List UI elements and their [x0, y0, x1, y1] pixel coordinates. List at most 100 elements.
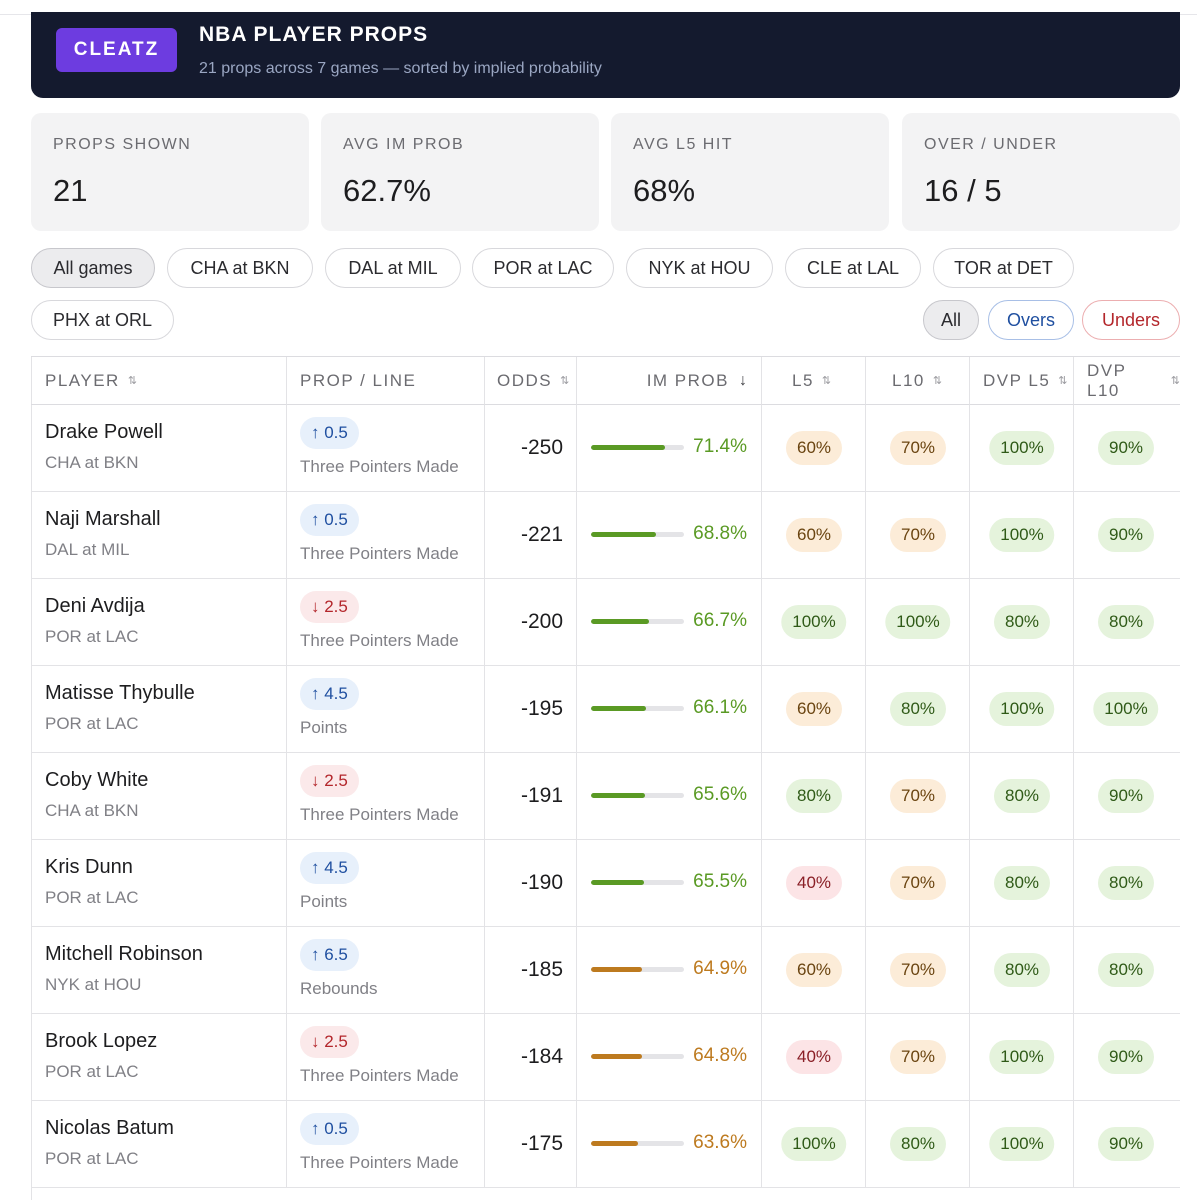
prob-bar-track — [591, 1141, 684, 1146]
l10-hit-badge: 70% — [889, 518, 947, 552]
dvp-l10-cell: 90% — [1074, 1014, 1180, 1101]
sort-icon: ⇅ — [1058, 375, 1068, 387]
stat-value: 68% — [633, 173, 696, 208]
column-header-odds[interactable]: ODDS ⇅ — [485, 357, 577, 405]
column-header-prop-line[interactable]: PROP / LINE — [287, 357, 485, 405]
odds-value: -221 — [520, 523, 563, 546]
sort-icon: ⇅ — [821, 375, 832, 387]
sort-icon: ⇅ — [560, 375, 570, 387]
table-row[interactable]: Matisse Thybulle POR at LAC ↑ 4.5 Points… — [31, 666, 1180, 753]
player-cell: Brook Lopez POR at LAC — [31, 1014, 287, 1101]
player-name[interactable]: Naji Marshall — [45, 508, 161, 530]
prop-cell: ↑ 0.5 Three Pointers Made — [287, 405, 485, 492]
table-row[interactable]: Nicolas Batum POR at LAC ↑ 0.5 Three Poi… — [31, 1101, 1180, 1188]
column-header-dvp-l5[interactable]: DVP L5 ⇅ — [970, 357, 1074, 405]
page-subtitle: 21 props across 7 games — sorted by impl… — [199, 60, 602, 77]
odds-cell: -175 — [485, 1101, 577, 1188]
direction-filter-unders[interactable]: Unders — [1082, 300, 1180, 340]
column-header-player[interactable]: PLAYER ⇅ — [31, 357, 287, 405]
filter-cle-at-lal[interactable]: CLE at LAL — [785, 248, 921, 288]
prob-value: 65.6% — [693, 784, 747, 805]
dvp-l10-cell: 90% — [1074, 405, 1180, 492]
player-cell: Coby White CHA at BKN — [31, 753, 287, 840]
player-name[interactable]: Kris Dunn — [45, 856, 133, 878]
dvp-l10-hit-badge: 100% — [1093, 692, 1159, 726]
prop-type: Three Pointers Made — [300, 1066, 459, 1085]
prob-bar-track — [591, 706, 684, 711]
filter-por-at-lac[interactable]: POR at LAC — [472, 248, 614, 288]
dvp-l5-cell: 100% — [970, 405, 1074, 492]
header-label: PLAYER — [45, 370, 120, 390]
line-badge: ↑ 0.5 — [300, 504, 359, 536]
filter-phx-at-orl[interactable]: PHX at ORL — [31, 300, 174, 340]
brand-logo-button[interactable]: CLEATZ — [56, 28, 177, 72]
table-row[interactable]: Kris Dunn POR at LAC ↑ 4.5 Points -190 6… — [31, 840, 1180, 927]
odds-cell: -185 — [485, 927, 577, 1014]
prop-cell: ↑ 4.5 Points — [287, 840, 485, 927]
table-row[interactable]: Naji Marshall DAL at MIL ↑ 0.5 Three Poi… — [31, 492, 1180, 579]
filter-all-games[interactable]: All games — [31, 248, 155, 288]
column-header-l5[interactable]: L5 ⇅ — [762, 357, 866, 405]
odds-cell: -191 — [485, 753, 577, 840]
l5-cell: 60% — [762, 492, 866, 579]
l10-hit-badge: 70% — [889, 779, 947, 813]
dvp-l10-hit-badge: 90% — [1097, 1040, 1155, 1074]
dvp-l5-hit-badge: 100% — [989, 1040, 1055, 1074]
stat-card-avg-l5-hit: AVG L5 HIT 68% — [611, 113, 889, 231]
im-prob-cell: 71.4% — [577, 405, 762, 492]
l10-cell: 70% — [866, 492, 970, 579]
prob-bar-fill — [591, 445, 665, 450]
prob-bar-track — [591, 967, 684, 972]
column-header-l10[interactable]: L10 ⇅ — [866, 357, 970, 405]
dvp-l5-cell: 100% — [970, 492, 1074, 579]
l5-hit-badge: 80% — [785, 779, 843, 813]
player-name[interactable]: Matisse Thybulle — [45, 682, 195, 704]
player-name[interactable]: Coby White — [45, 769, 149, 791]
dvp-l5-cell: 100% — [970, 1014, 1074, 1101]
line-badge: ↑ 0.5 — [300, 417, 359, 449]
prob-value: 66.7% — [693, 610, 747, 631]
im-prob-cell: 68.8% — [577, 492, 762, 579]
direction-filter-overs[interactable]: Overs — [988, 300, 1074, 340]
direction-filter-all[interactable]: All — [923, 300, 979, 340]
odds-value: -195 — [520, 697, 563, 720]
dvp-l10-cell: 90% — [1074, 492, 1180, 579]
prob-bar-fill — [591, 1054, 642, 1059]
dvp-l10-hit-badge: 80% — [1097, 866, 1155, 900]
odds-value: -250 — [520, 436, 563, 459]
filter-tor-at-det[interactable]: TOR at DET — [933, 248, 1074, 288]
odds-cell: -250 — [485, 405, 577, 492]
header-label: DVP L10 — [1087, 360, 1127, 400]
prop-type: Three Pointers Made — [300, 631, 459, 650]
player-name[interactable]: Nicolas Batum — [45, 1117, 174, 1139]
filter-dal-at-mil[interactable]: DAL at MIL — [325, 248, 461, 288]
table-row[interactable]: Drake Powell CHA at BKN ↑ 0.5 Three Poin… — [31, 405, 1180, 492]
filter-cha-at-bkn[interactable]: CHA at BKN — [167, 248, 313, 288]
table-left-border — [31, 357, 32, 1200]
odds-cell: -221 — [485, 492, 577, 579]
line-badge: ↑ 6.5 — [300, 939, 359, 971]
table-row[interactable]: Deni Avdija POR at LAC ↓ 2.5 Three Point… — [31, 579, 1180, 666]
table-row[interactable]: Coby White CHA at BKN ↓ 2.5 Three Pointe… — [31, 753, 1180, 840]
prob-bar-track — [591, 445, 684, 450]
player-name[interactable]: Deni Avdija — [45, 595, 145, 617]
column-header-dvp-l10[interactable]: DVP L10 ⇅ — [1074, 357, 1180, 405]
prob-bar-fill — [591, 706, 647, 711]
player-cell: Kris Dunn POR at LAC — [31, 840, 287, 927]
l10-hit-badge: 70% — [889, 866, 947, 900]
player-name[interactable]: Drake Powell — [45, 421, 163, 443]
table-row[interactable]: Mitchell Robinson NYK at HOU ↑ 6.5 Rebou… — [31, 927, 1180, 1014]
table-row[interactable]: Brook Lopez POR at LAC ↓ 2.5 Three Point… — [31, 1014, 1180, 1101]
l10-cell: 100% — [866, 579, 970, 666]
column-header-im-prob[interactable]: IM PROB ↓ — [577, 357, 762, 405]
prop-cell: ↓ 2.5 Three Pointers Made — [287, 1014, 485, 1101]
dvp-l10-hit-badge: 90% — [1097, 518, 1155, 552]
dvp-l10-hit-badge: 90% — [1097, 1127, 1155, 1161]
dvp-l5-cell: 80% — [970, 840, 1074, 927]
im-prob-cell: 65.5% — [577, 840, 762, 927]
player-name[interactable]: Mitchell Robinson — [45, 943, 203, 965]
dvp-l5-hit-badge: 80% — [993, 866, 1051, 900]
filter-nyk-at-hou[interactable]: NYK at HOU — [626, 248, 773, 288]
l10-hit-badge: 80% — [889, 692, 947, 726]
player-name[interactable]: Brook Lopez — [45, 1030, 158, 1052]
